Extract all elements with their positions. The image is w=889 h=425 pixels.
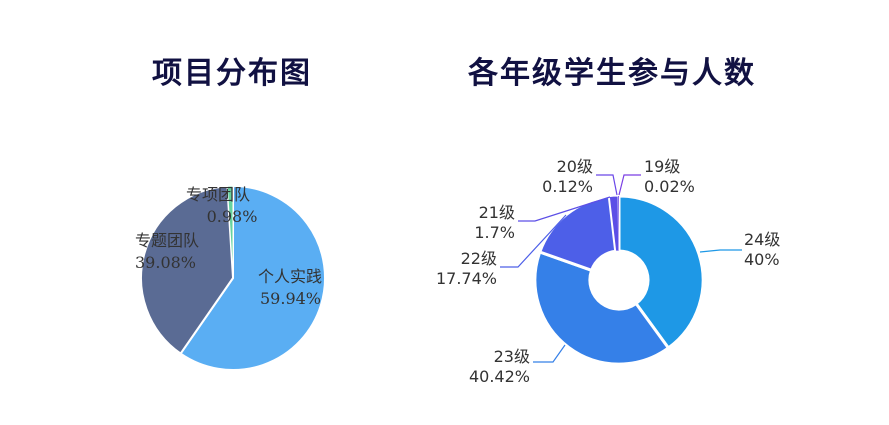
pie-slice-special-team[interactable] [226, 185, 234, 279]
label-grade-20-name: 20级 [557, 157, 593, 176]
label-individual-practice-name: 个人实践 [258, 267, 322, 286]
leader-line-grade-22 [500, 214, 567, 268]
label-grade-21-name: 21级 [479, 203, 515, 222]
donut-slice-grade-20[interactable] [618, 195, 619, 251]
leader-line-grade-20 [596, 174, 618, 196]
label-grade-23-value: 40.42% [469, 367, 530, 386]
label-grade-20-value: 0.12% [542, 177, 593, 196]
donut-slice-grade-24[interactable] [617, 194, 705, 350]
donut-slice-grade-23[interactable] [533, 250, 670, 366]
leader-line-grade-24 [699, 249, 742, 253]
leader-line-grade-21 [518, 196, 611, 222]
project-pie-chart [140, 184, 326, 371]
label-grade-22-value: 17.74% [436, 269, 497, 288]
grade-donut-chart [533, 194, 705, 366]
pie-slice-topic-team[interactable] [140, 185, 235, 355]
label-individual-practice-value: 59.94% [260, 289, 321, 308]
leader-line-grade-19 [618, 174, 641, 196]
grade-participation-title: 各年级学生参与人数 [468, 56, 756, 91]
label-topic-team-name: 专题团队 [135, 231, 199, 250]
label-grade-22-name: 22级 [461, 249, 497, 268]
label-special-team-name: 专项团队 [186, 185, 250, 204]
label-grade-21-value: 1.7% [474, 223, 515, 242]
label-grade-19-value: 0.02% [644, 177, 695, 196]
label-topic-team-value: 39.08% [135, 253, 196, 272]
leader-line-grade-23 [533, 344, 566, 363]
label-grade-24-name: 24级 [744, 230, 780, 249]
label-special-team-value: 0.98% [207, 207, 258, 226]
label-grade-23-name: 23级 [494, 347, 530, 366]
label-grade-24-value: 40% [744, 250, 780, 269]
label-grade-19-name: 19级 [644, 157, 680, 176]
pie-slice-individual-practice[interactable] [179, 184, 326, 371]
project-distribution-title: 项目分布图 [152, 56, 312, 91]
